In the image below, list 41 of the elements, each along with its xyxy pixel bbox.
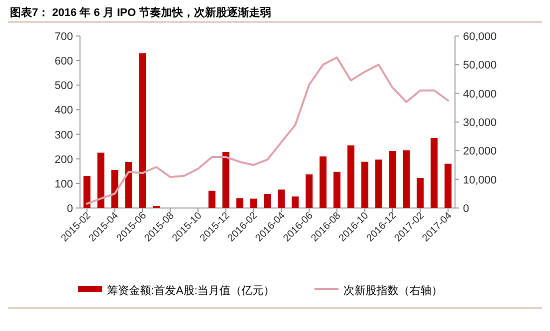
bar (347, 145, 354, 208)
y2-tick-label: 10,000 (463, 174, 497, 186)
bar (444, 164, 452, 208)
bar (389, 150, 396, 208)
y2-tick-label: 50,000 (463, 60, 497, 72)
chart-title: 图表7： 2016 年 6 月 IPO 节奏加快，次新股逐渐走弱 (10, 6, 271, 19)
bar (83, 176, 90, 208)
bar (375, 160, 382, 208)
bar (250, 198, 258, 208)
y-tick-label: 500 (54, 80, 73, 92)
bar (222, 152, 230, 208)
y2-tick-label: 0 (463, 203, 470, 215)
y-tick-label: 400 (54, 104, 73, 117)
bar (97, 152, 104, 208)
y-tick-label: 200 (54, 154, 73, 166)
y2-tick-label: 20,000 (463, 146, 497, 158)
y-tick-label: 700 (54, 31, 73, 43)
legend-label: 筹资金额:首发A股:当月值（亿元） (107, 284, 274, 297)
bar (333, 172, 340, 208)
bar (139, 53, 146, 208)
bar (236, 198, 244, 208)
y2-tick-label: 60,000 (463, 31, 497, 43)
y-tick-label: 100 (54, 178, 73, 190)
bar (402, 150, 410, 208)
bar (306, 174, 313, 208)
bar (430, 138, 438, 208)
y-tick-label: 300 (54, 129, 73, 142)
bar (125, 162, 132, 208)
y-tick-label: 0 (66, 203, 73, 215)
bar (361, 162, 368, 208)
bar (416, 178, 424, 208)
bar (292, 196, 299, 208)
line-series (86, 56, 450, 205)
bar (278, 190, 285, 208)
legend-label: 次新股指数（右轴） (343, 284, 442, 297)
y2-tick-label: 40,000 (463, 88, 497, 100)
bar (264, 194, 271, 208)
bar (208, 190, 216, 208)
bar (320, 156, 327, 208)
y-tick-label: 600 (54, 56, 73, 68)
y2-tick-label: 30,000 (463, 117, 497, 129)
